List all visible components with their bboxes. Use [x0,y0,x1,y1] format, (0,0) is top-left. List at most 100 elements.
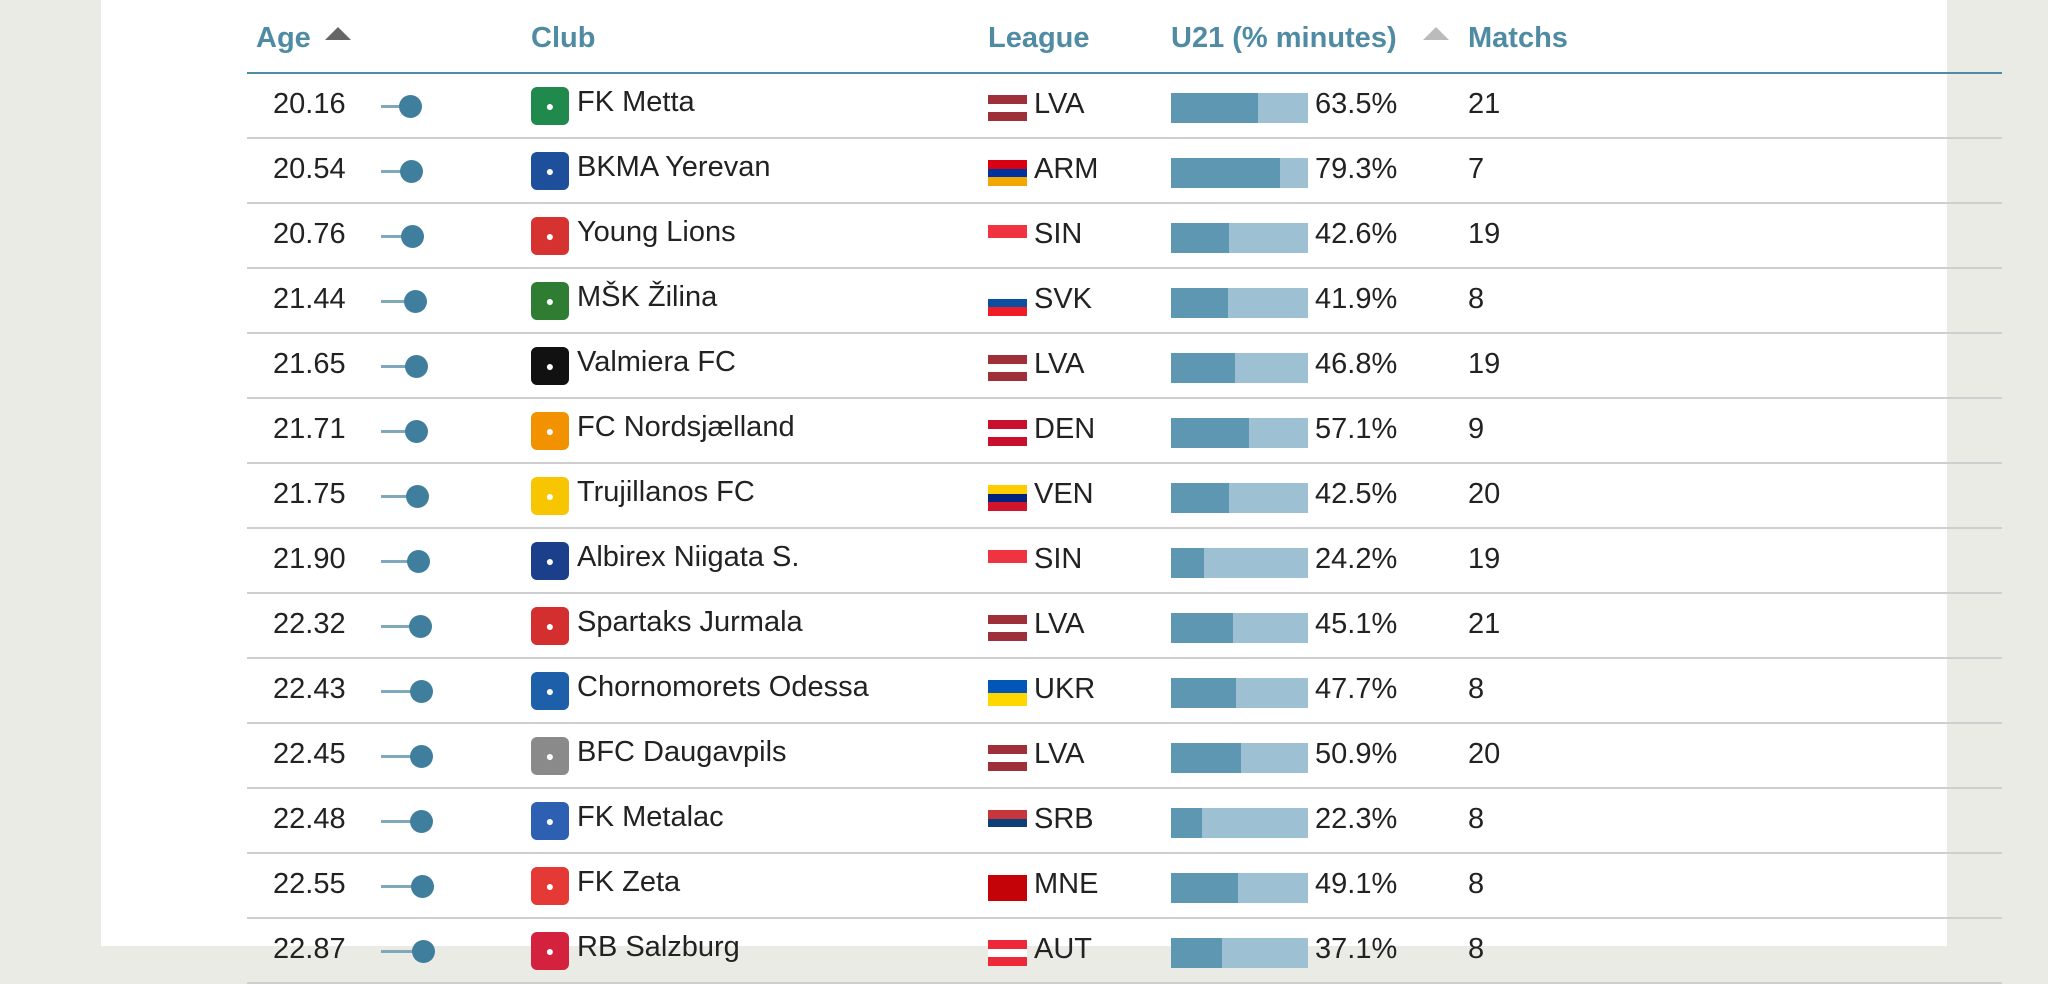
u21-share-bar [1171,158,1308,188]
age-dot-marker [409,615,432,638]
clubs-table: Age Club League U21 (% minutes) Matchs 2… [247,0,2002,984]
sort-icon[interactable] [1422,26,1449,40]
age-dot-marker [406,550,430,573]
u21-percent: 46.8% [1315,348,1398,380]
table-row[interactable]: 21.90 ● Albirex Niigata S. SIN 24.2% 19 [247,529,2002,594]
league-code: SRB [1034,803,1094,835]
club-name[interactable]: FK Zeta [577,866,681,898]
table-row[interactable]: 22.55 ● FK Zeta MNE 49.1% 8 [247,854,2002,919]
club-name[interactable]: Trujillanos FC [577,476,755,508]
table-row[interactable]: 22.48 ● FK Metalac SRB 22.3% 8 [247,789,2002,854]
age-value: 20.76 [273,218,346,250]
u21-percent: 49.1% [1315,868,1398,900]
u21-percent: 63.5% [1315,88,1398,120]
matchs-value: 8 [1468,933,1485,965]
sort-ascending-icon[interactable] [324,26,351,40]
table-header: Age Club League U21 (% minutes) Matchs [247,0,2002,74]
age-dot-marker [400,225,424,248]
u21-share-bar [1171,938,1308,968]
u21-percent: 57.1% [1315,413,1398,445]
club-name[interactable]: FC Nordsjælland [577,411,795,443]
club-name[interactable]: Albirex Niigata S. [577,541,800,573]
club-name[interactable]: FK Metta [577,86,695,118]
table-row[interactable]: 20.54 ● BKMA Yerevan ARM 79.3% 7 [247,139,2002,204]
league-code: LVA [1034,348,1085,380]
age-slider-track [381,365,416,368]
league-flag-icon [988,680,1027,706]
league-code: SIN [1034,218,1083,250]
club-name[interactable]: BKMA Yerevan [577,151,771,183]
league-code: LVA [1034,608,1085,640]
age-dot-marker [405,485,429,508]
table-row[interactable]: 22.45 ● BFC Daugavpils LVA 50.9% 20 [247,724,2002,789]
league-code: MNE [1034,868,1099,900]
age-column-header[interactable]: Age [256,22,351,55]
table-row[interactable]: 20.76 ● Young Lions SIN 42.6% 19 [247,204,2002,269]
league-code: ARM [1034,153,1099,185]
age-slider-track [381,235,412,238]
league-flag-icon [988,810,1027,836]
age-dot-marker [403,290,427,313]
age-slider-track [381,690,421,693]
league-flag-icon [988,225,1027,251]
u21-share-bar [1171,548,1308,578]
league-flag-icon [988,615,1027,641]
club-name[interactable]: FK Metalac [577,801,724,833]
age-value: 22.43 [273,673,346,705]
league-flag-icon [988,875,1027,901]
table-row[interactable]: 20.16 ● FK Metta LVA 63.5% 21 [247,74,2002,139]
age-dot-marker [412,940,436,963]
u21-column-header[interactable]: U21 (% minutes) [1171,22,1449,55]
age-value: 21.71 [273,413,346,445]
age-value: 20.16 [273,88,346,120]
age-slider-track [381,300,415,303]
age-dot-marker [410,875,434,898]
league-flag-icon [988,160,1027,186]
matchs-value: 21 [1468,608,1501,640]
u21-share-bar [1171,353,1308,383]
age-slider-track [381,105,410,108]
club-name[interactable]: BFC Daugavpils [577,736,787,768]
club-name[interactable]: Chornomorets Odessa [577,671,869,703]
club-name[interactable]: Young Lions [577,216,736,248]
matchs-value: 19 [1468,348,1501,380]
table-row[interactable]: 21.75 ● Trujillanos FC VEN 42.5% 20 [247,464,2002,529]
table-row[interactable]: 21.44 ● MŠK Žilina SVK 41.9% 8 [247,269,2002,334]
age-value: 21.44 [273,283,346,315]
league-flag-icon [988,485,1027,511]
age-value: 21.90 [273,543,346,575]
league-flag-icon [988,940,1027,966]
club-name[interactable]: RB Salzburg [577,931,740,963]
age-slider-track [381,755,421,758]
age-slider-track [381,820,422,823]
u21-share-bar [1171,93,1308,123]
matchs-value: 21 [1468,88,1501,120]
u21-share-bar [1171,808,1308,838]
matchs-column-header[interactable]: Matchs [1468,22,1568,54]
u21-percent: 42.5% [1315,478,1398,510]
matchs-value: 8 [1468,868,1485,900]
table-row[interactable]: 22.87 ● RB Salzburg AUT 37.1% 8 [247,919,2002,984]
matchs-value: 8 [1468,673,1485,705]
table-row[interactable]: 21.65 ● Valmiera FC LVA 46.8% 19 [247,334,2002,399]
table-row[interactable]: 22.43 ● Chornomorets Odessa UKR 47.7% 8 [247,659,2002,724]
league-code: UKR [1034,673,1096,705]
league-column-header[interactable]: League [988,22,1090,54]
league-flag-icon [988,745,1027,771]
u21-share-bar [1171,678,1308,708]
club-column-header[interactable]: Club [531,22,596,54]
table-row[interactable]: 22.32 ● Spartaks Jurmala LVA 45.1% 21 [247,594,2002,659]
club-logo-icon: ● [531,542,569,580]
club-logo-icon: ● [531,867,569,905]
age-dot-marker [399,95,422,118]
club-logo-icon: ● [531,152,569,190]
u21-share-bar [1171,613,1308,643]
age-slider-track [381,885,422,888]
age-value: 22.55 [273,868,346,900]
u21-percent: 50.9% [1315,738,1398,770]
club-name[interactable]: MŠK Žilina [577,281,718,313]
club-name[interactable]: Valmiera FC [577,346,736,378]
table-row[interactable]: 21.71 ● FC Nordsjælland DEN 57.1% 9 [247,399,2002,464]
league-code: LVA [1034,738,1085,770]
club-name[interactable]: Spartaks Jurmala [577,606,803,638]
